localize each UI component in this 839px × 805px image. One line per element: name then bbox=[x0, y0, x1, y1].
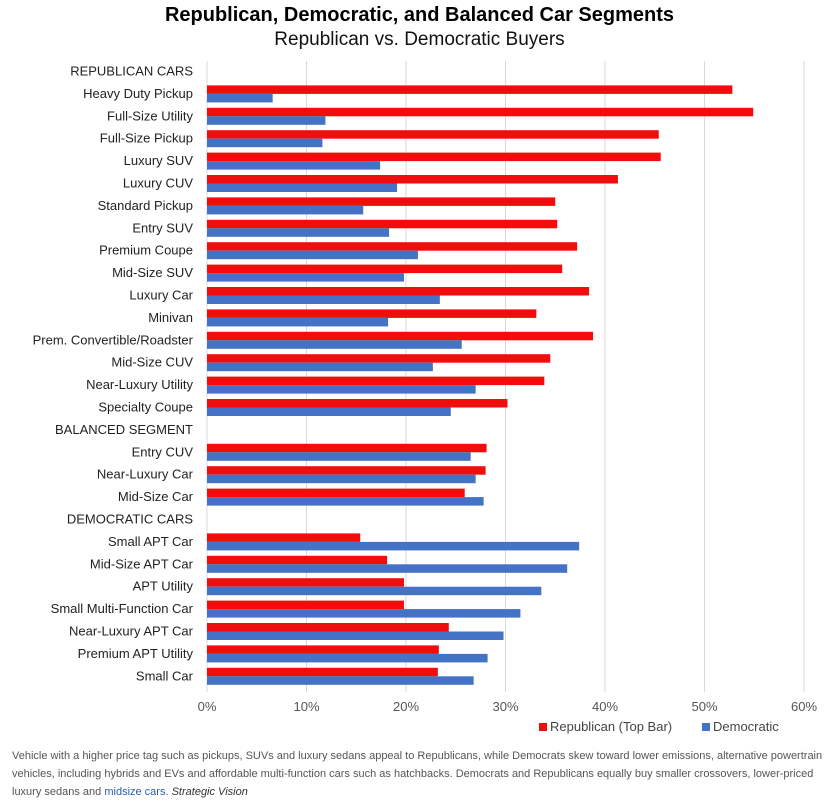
bar-republican bbox=[207, 399, 508, 408]
category-label: Near-Luxury APT Car bbox=[69, 624, 194, 639]
bar-democratic bbox=[207, 228, 390, 237]
bar-democratic bbox=[207, 497, 484, 506]
chart-title: Republican, Democratic, and Balanced Car… bbox=[164, 4, 675, 26]
bar-democratic bbox=[207, 452, 471, 461]
x-tick-label: 50% bbox=[691, 699, 717, 714]
x-tick-label: 0% bbox=[198, 699, 217, 714]
legend-swatch-republican bbox=[539, 723, 547, 731]
bar-chart-svg: 0% 10% 20% 30% 40% 50% 60% REPUBLICAN CARS Heavy… bbox=[33, 61, 817, 734]
category-label: Heavy Duty Pickup bbox=[83, 86, 193, 101]
bar-republican bbox=[207, 175, 618, 184]
category-label: Near-Luxury Utility bbox=[86, 377, 193, 392]
caption: Vehicle with a higher price tag such as … bbox=[12, 747, 834, 801]
category-label: Mid-Size Car bbox=[118, 489, 194, 504]
bar-republican bbox=[207, 264, 563, 274]
category-label: Minivan bbox=[148, 310, 193, 325]
category-label: Mid-Size APT Car bbox=[90, 556, 194, 571]
midsize-cars-link[interactable]: midsize cars bbox=[104, 786, 166, 798]
category-label: Near-Luxury Car bbox=[97, 467, 194, 482]
category-label: Premium Coupe bbox=[99, 243, 193, 258]
bar-republican bbox=[207, 600, 405, 610]
bar-republican bbox=[207, 197, 556, 206]
group-header-label: BALANCED SEGMENT bbox=[55, 422, 193, 437]
bar-democratic bbox=[207, 564, 568, 573]
bar-democratic bbox=[207, 273, 405, 282]
bar-democratic bbox=[207, 474, 476, 484]
x-tick-label: 60% bbox=[791, 699, 817, 714]
bar-republican bbox=[207, 85, 733, 94]
category-label: Standard Pickup bbox=[98, 198, 193, 213]
category-label: Small Multi-Function Car bbox=[51, 601, 194, 616]
caption-text: Vehicle with a higher price tag such as … bbox=[12, 750, 823, 798]
category-label: Mid-Size SUV bbox=[112, 265, 193, 280]
bar-democratic bbox=[207, 541, 580, 551]
group-header-label: REPUBLICAN CARS bbox=[70, 64, 193, 79]
x-tick-label: 10% bbox=[293, 699, 319, 714]
bar-republican bbox=[207, 331, 594, 341]
bar-democratic bbox=[207, 116, 326, 125]
x-tick-label: 20% bbox=[393, 699, 419, 714]
legend-swatch-democratic bbox=[702, 723, 710, 731]
group-header-label: DEMOCRATIC CARS bbox=[67, 512, 193, 527]
bar-republican bbox=[207, 466, 486, 475]
legend-label-republican: Republican (Top Bar) bbox=[550, 719, 672, 734]
category-label: Premium APT Utility bbox=[78, 646, 194, 661]
bar-democratic bbox=[207, 295, 440, 304]
bar-republican bbox=[207, 623, 449, 632]
category-label: Full-Size Utility bbox=[107, 108, 193, 123]
chart: Republican, Democratic, and Balanced Car… bbox=[33, 4, 818, 734]
bar-democratic bbox=[207, 317, 389, 327]
bar-republican bbox=[207, 309, 537, 318]
bar-democratic bbox=[207, 653, 488, 663]
bar-democratic bbox=[207, 250, 418, 260]
bar-republican bbox=[207, 376, 545, 386]
x-tick-label: 40% bbox=[592, 699, 618, 714]
category-label: Luxury CUV bbox=[123, 176, 193, 191]
category-label: Small Car bbox=[136, 668, 194, 683]
bar-republican bbox=[207, 107, 754, 117]
bar-democratic bbox=[207, 609, 521, 618]
category-label: Specialty Coupe bbox=[98, 400, 193, 415]
bar-democratic bbox=[207, 385, 476, 394]
bar-democratic bbox=[207, 407, 451, 416]
bar-democratic bbox=[207, 183, 398, 192]
bar-republican bbox=[207, 130, 659, 139]
bar-republican bbox=[207, 443, 487, 453]
bar-democratic bbox=[207, 161, 381, 170]
bar-republican bbox=[207, 242, 578, 251]
x-tick-label: 30% bbox=[492, 699, 518, 714]
category-label: Luxury SUV bbox=[124, 153, 194, 168]
category-label: Luxury Car bbox=[129, 288, 193, 303]
bar-democratic bbox=[207, 631, 504, 640]
bar-republican bbox=[207, 287, 590, 296]
bar-democratic bbox=[207, 340, 462, 349]
category-label: Small APT Car bbox=[108, 534, 194, 549]
bar-republican bbox=[207, 152, 661, 162]
bar-republican bbox=[207, 533, 361, 542]
chart-subtitle: Republican vs. Democratic Buyers bbox=[274, 29, 565, 50]
bar-democratic bbox=[207, 205, 364, 215]
category-label: Prem. Convertible/Roadster bbox=[33, 332, 194, 347]
category-label: Entry SUV bbox=[132, 220, 193, 235]
category-label: Mid-Size CUV bbox=[111, 355, 193, 370]
bar-democratic bbox=[207, 362, 433, 372]
bar-republican bbox=[207, 578, 405, 587]
category-label: Full-Size Pickup bbox=[100, 131, 193, 146]
bar-republican bbox=[207, 354, 551, 363]
caption-source: Strategic Vision bbox=[171, 786, 248, 798]
bar-democratic bbox=[207, 676, 474, 685]
bar-republican bbox=[207, 667, 438, 677]
category-label: APT Utility bbox=[133, 579, 194, 594]
bar-republican bbox=[207, 645, 439, 654]
legend-label-democratic: Democratic bbox=[713, 719, 779, 734]
bar-republican bbox=[207, 219, 558, 229]
category-label: Entry CUV bbox=[132, 444, 194, 459]
bar-democratic bbox=[207, 138, 323, 148]
bar-republican bbox=[207, 555, 388, 565]
bar-democratic bbox=[207, 586, 542, 596]
bar-democratic bbox=[207, 93, 273, 103]
bar-republican bbox=[207, 488, 465, 498]
caption-period: . bbox=[165, 786, 169, 798]
